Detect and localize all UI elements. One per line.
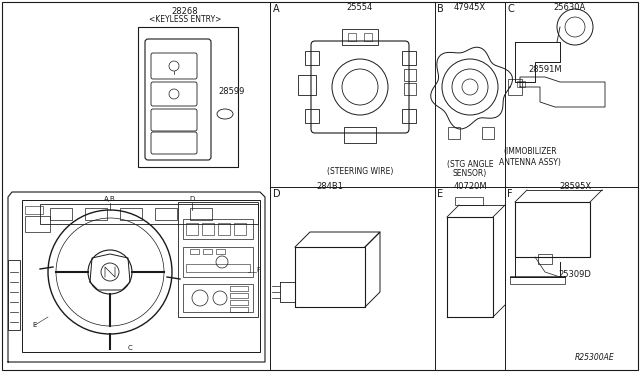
Bar	[230, 293, 248, 298]
Bar	[186, 223, 198, 235]
Bar	[402, 109, 416, 123]
Text: C: C	[127, 345, 132, 351]
Bar	[216, 249, 225, 254]
Bar	[25, 206, 43, 214]
Bar	[25, 216, 50, 232]
Bar	[482, 127, 494, 139]
Text: 28599: 28599	[218, 87, 244, 96]
Text: B: B	[437, 4, 444, 14]
Bar	[183, 247, 253, 277]
Bar	[515, 202, 590, 257]
Text: D: D	[273, 189, 280, 199]
Bar	[85, 208, 107, 220]
Bar	[155, 208, 177, 220]
Bar	[342, 29, 378, 45]
Bar	[178, 202, 258, 317]
Bar	[186, 264, 250, 272]
Text: A: A	[273, 4, 280, 14]
Bar	[40, 204, 258, 224]
Bar	[402, 51, 416, 65]
Bar	[538, 254, 552, 264]
Bar	[404, 69, 416, 81]
Text: 28591M: 28591M	[528, 65, 562, 74]
Text: (IMMOBILIZER: (IMMOBILIZER	[503, 147, 557, 156]
Text: C: C	[507, 4, 514, 14]
Text: 284B1: 284B1	[317, 182, 344, 191]
Bar	[230, 300, 248, 305]
Text: 25554: 25554	[347, 3, 373, 12]
Bar	[183, 219, 253, 239]
Bar	[22, 200, 260, 352]
Text: (STG ANGLE: (STG ANGLE	[447, 160, 493, 169]
Text: SENSOR): SENSOR)	[453, 169, 487, 178]
Bar	[517, 81, 525, 87]
Bar	[50, 208, 72, 220]
Text: F: F	[256, 267, 260, 273]
Bar	[8, 260, 20, 330]
Bar	[510, 276, 565, 284]
Bar	[305, 109, 319, 123]
Bar	[305, 51, 319, 65]
Bar	[202, 223, 214, 235]
Bar	[190, 208, 212, 220]
Text: E: E	[33, 322, 37, 328]
Bar	[508, 79, 522, 95]
Text: R25300AE: R25300AE	[575, 353, 615, 362]
Bar	[298, 75, 316, 95]
Text: <KEYLESS ENTRY>: <KEYLESS ENTRY>	[149, 15, 221, 24]
Text: A,B: A,B	[104, 196, 116, 202]
Bar	[183, 284, 253, 312]
Text: 28595X: 28595X	[559, 182, 591, 191]
Bar	[120, 208, 142, 220]
Text: D: D	[189, 196, 195, 202]
Text: ANTENNA ASSY): ANTENNA ASSY)	[499, 158, 561, 167]
Text: E: E	[437, 189, 443, 199]
Bar	[218, 223, 230, 235]
Text: 40720M: 40720M	[453, 182, 487, 191]
Bar	[230, 307, 248, 312]
Bar	[234, 223, 246, 235]
Bar	[230, 286, 248, 291]
Bar	[404, 83, 416, 95]
Bar	[138, 27, 238, 167]
Text: 47945X: 47945X	[454, 3, 486, 12]
Bar	[203, 249, 212, 254]
Text: 28268: 28268	[172, 7, 198, 16]
Text: 25630A: 25630A	[554, 3, 586, 12]
Bar	[190, 249, 199, 254]
Bar	[344, 127, 376, 143]
Bar	[455, 197, 483, 205]
Bar	[448, 127, 460, 139]
Text: 25309D: 25309D	[559, 270, 591, 279]
Text: F: F	[507, 189, 513, 199]
Text: (STEERING WIRE): (STEERING WIRE)	[327, 167, 393, 176]
Bar	[364, 33, 372, 41]
Bar	[348, 33, 356, 41]
